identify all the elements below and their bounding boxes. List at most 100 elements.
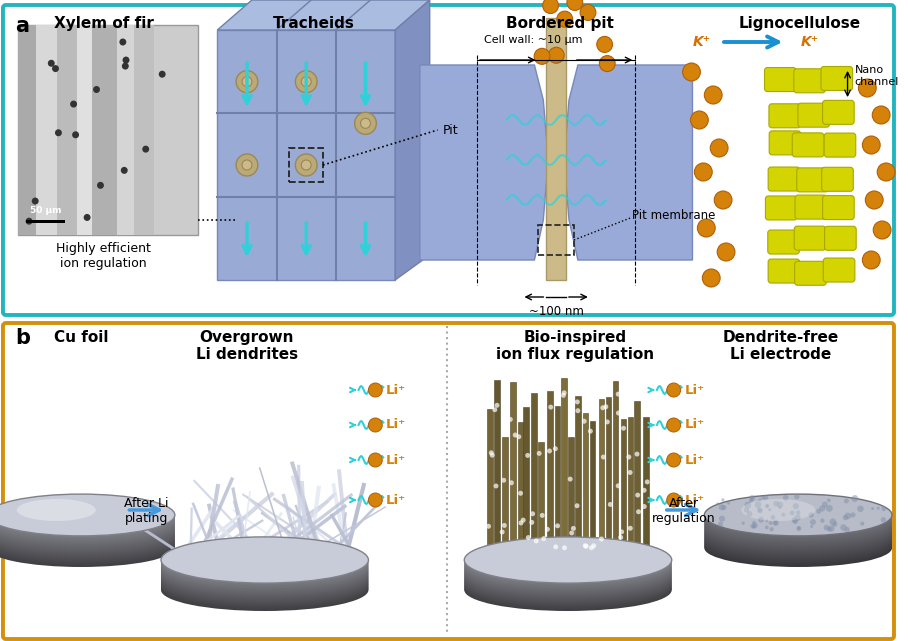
Bar <box>555 406 560 555</box>
FancyBboxPatch shape <box>823 101 854 124</box>
Ellipse shape <box>0 526 175 564</box>
Ellipse shape <box>161 544 369 585</box>
Circle shape <box>827 527 832 532</box>
Ellipse shape <box>705 497 892 535</box>
Text: Cell wall: ~10 μm: Cell wall: ~10 μm <box>484 35 583 45</box>
Ellipse shape <box>0 508 175 546</box>
Circle shape <box>508 417 513 422</box>
Circle shape <box>52 65 59 72</box>
Circle shape <box>575 503 579 508</box>
Bar <box>488 410 493 555</box>
Circle shape <box>852 495 858 502</box>
Ellipse shape <box>705 506 892 544</box>
Text: 50 μm: 50 μm <box>30 206 61 215</box>
Bar <box>548 392 553 555</box>
Circle shape <box>873 106 890 124</box>
FancyBboxPatch shape <box>793 133 824 157</box>
Circle shape <box>97 182 104 189</box>
FancyBboxPatch shape <box>769 104 801 128</box>
FancyBboxPatch shape <box>822 167 854 191</box>
FancyBboxPatch shape <box>824 226 856 250</box>
Circle shape <box>828 526 834 531</box>
Ellipse shape <box>161 551 369 593</box>
FancyBboxPatch shape <box>824 133 855 157</box>
Circle shape <box>695 163 712 181</box>
Circle shape <box>575 399 580 404</box>
Circle shape <box>794 494 799 499</box>
Circle shape <box>301 77 311 87</box>
Circle shape <box>796 510 801 515</box>
Circle shape <box>774 501 779 506</box>
FancyBboxPatch shape <box>797 168 828 192</box>
Circle shape <box>369 418 382 432</box>
Circle shape <box>881 517 886 522</box>
Circle shape <box>569 531 574 535</box>
Ellipse shape <box>464 558 672 601</box>
Bar <box>217 30 395 280</box>
Ellipse shape <box>705 511 892 549</box>
FancyBboxPatch shape <box>765 67 796 92</box>
Text: Nano
channel: Nano channel <box>854 65 899 87</box>
Circle shape <box>765 504 769 508</box>
Circle shape <box>599 56 615 72</box>
Ellipse shape <box>0 511 175 549</box>
Bar <box>57 25 77 235</box>
Ellipse shape <box>705 529 892 567</box>
Circle shape <box>627 526 633 531</box>
Circle shape <box>582 419 587 424</box>
Circle shape <box>827 499 831 502</box>
Circle shape <box>778 506 782 509</box>
Circle shape <box>583 543 587 548</box>
Circle shape <box>782 513 785 517</box>
Circle shape <box>719 504 725 510</box>
Circle shape <box>844 513 851 519</box>
Ellipse shape <box>0 524 175 563</box>
Circle shape <box>790 510 794 515</box>
FancyBboxPatch shape <box>821 67 853 90</box>
Circle shape <box>501 478 506 483</box>
Polygon shape <box>395 0 429 280</box>
Circle shape <box>833 522 837 527</box>
FancyBboxPatch shape <box>823 196 854 220</box>
Circle shape <box>722 505 726 510</box>
Circle shape <box>607 502 613 507</box>
Ellipse shape <box>161 560 369 602</box>
Circle shape <box>548 404 553 410</box>
Circle shape <box>768 521 773 525</box>
Circle shape <box>599 537 604 542</box>
Circle shape <box>236 154 258 176</box>
Ellipse shape <box>0 494 175 536</box>
Circle shape <box>600 405 606 410</box>
Text: Pit membrane: Pit membrane <box>632 208 716 222</box>
Text: a: a <box>15 16 29 36</box>
Circle shape <box>295 71 317 93</box>
Ellipse shape <box>464 556 672 597</box>
Ellipse shape <box>464 540 672 583</box>
Circle shape <box>518 520 523 526</box>
Ellipse shape <box>161 545 369 587</box>
Bar <box>502 437 508 555</box>
Circle shape <box>876 506 880 510</box>
Ellipse shape <box>464 565 672 606</box>
Circle shape <box>84 214 91 221</box>
Circle shape <box>705 86 722 104</box>
Circle shape <box>242 77 252 87</box>
Circle shape <box>830 519 836 526</box>
Bar <box>116 25 134 235</box>
Circle shape <box>764 495 768 500</box>
Text: Cu foil: Cu foil <box>54 330 108 345</box>
Bar <box>627 417 633 555</box>
Ellipse shape <box>705 508 892 546</box>
Circle shape <box>121 167 128 174</box>
Ellipse shape <box>0 528 175 565</box>
Bar <box>583 413 588 555</box>
Ellipse shape <box>705 503 892 542</box>
FancyBboxPatch shape <box>769 131 801 155</box>
Circle shape <box>858 79 876 97</box>
Ellipse shape <box>705 513 892 551</box>
Circle shape <box>143 146 149 153</box>
Circle shape <box>621 426 626 431</box>
Circle shape <box>571 526 576 531</box>
Circle shape <box>808 512 814 518</box>
Ellipse shape <box>0 513 175 551</box>
